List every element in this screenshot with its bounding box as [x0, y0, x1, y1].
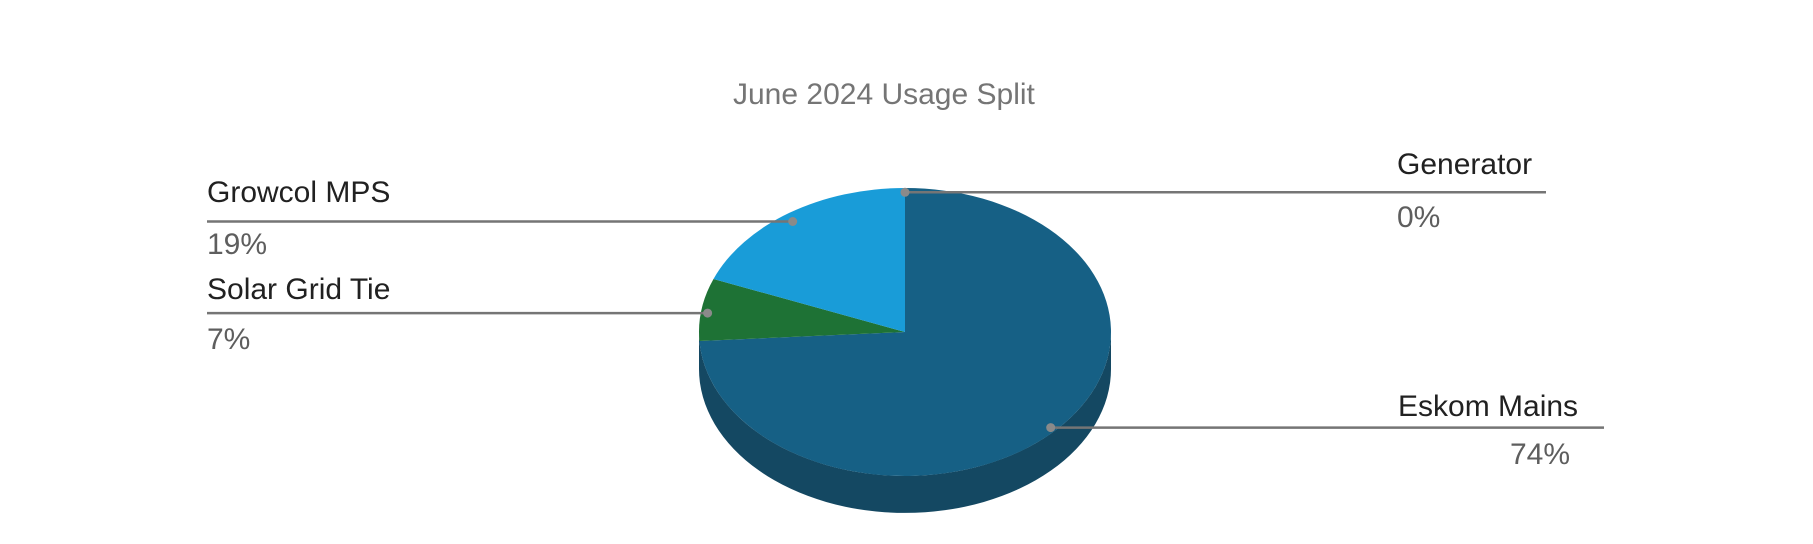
leader-dot-growcol-mps [788, 217, 798, 226]
percent-eskom-mains: 74% [1510, 438, 1571, 471]
label-solar-grid-tie: Solar Grid Tie [207, 273, 391, 306]
pie-side [699, 332, 1111, 513]
pie-slice-eskom-mains[interactable] [699, 188, 1111, 477]
pie-slice-growcol-mps[interactable] [713, 188, 906, 332]
percent-solar-grid-tie: 7% [207, 323, 251, 356]
percent-growcol-mps: 19% [207, 228, 268, 261]
pie-slice-solar-grid-tie[interactable] [699, 279, 905, 341]
leader-dot-generator [900, 187, 910, 197]
percent-generator: 0% [1397, 201, 1441, 234]
label-generator: Generator [1397, 148, 1533, 181]
leader-dot-eskom-mains [1046, 423, 1056, 433]
chart-title: June 2024 Usage Split [733, 78, 1035, 111]
label-eskom-mains: Eskom Mains [1398, 390, 1579, 423]
label-growcol-mps: Growcol MPS [207, 176, 391, 209]
leader-dot-solar-grid-tie [703, 308, 713, 318]
